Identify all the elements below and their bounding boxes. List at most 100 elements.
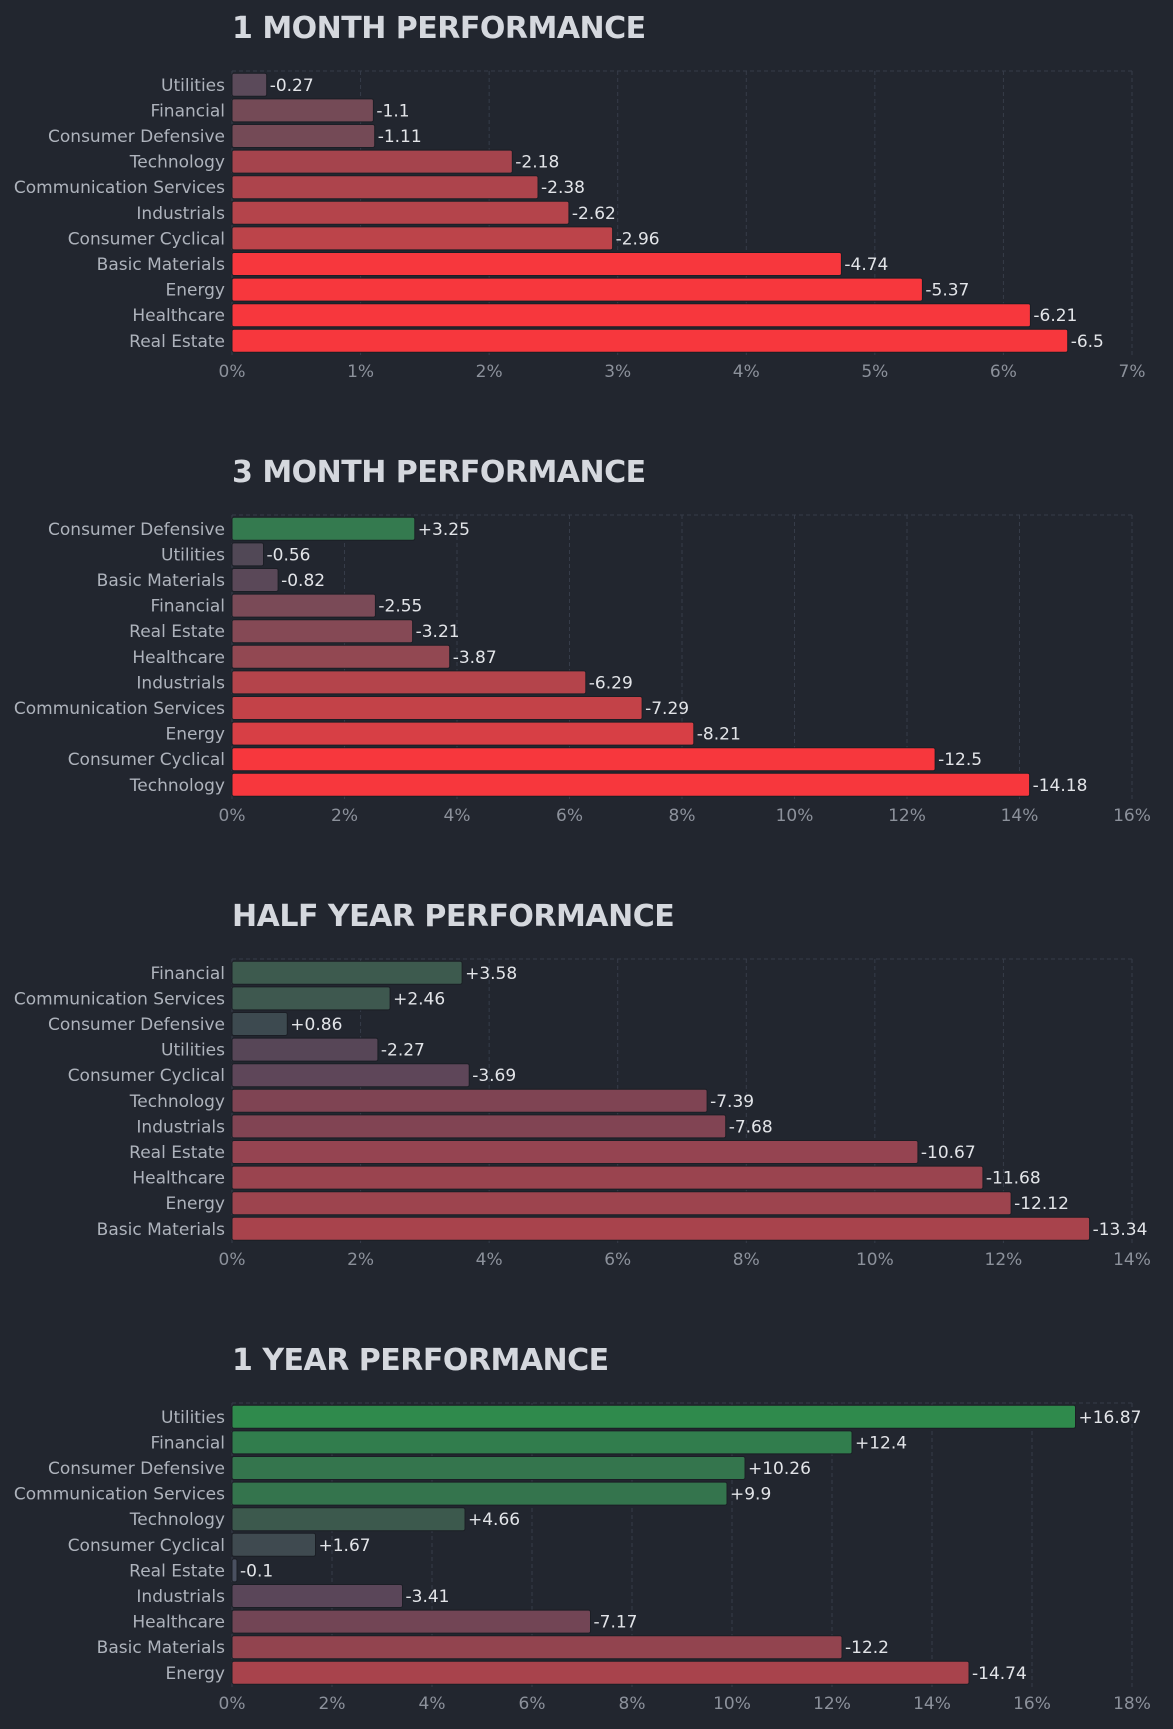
value-label: -0.27: [270, 76, 314, 96]
value-label: -1.11: [378, 127, 422, 147]
bar-consumer-cyclical: [231, 1063, 470, 1088]
category-label: Utilities: [161, 545, 225, 565]
bar-energy: [231, 1191, 1012, 1216]
chart-title-3-month: 3 MONTH PERFORMANCE: [232, 455, 646, 490]
category-label: Consumer Defensive: [48, 520, 225, 540]
x-tick-label: 8%: [669, 806, 696, 826]
x-tick-label: 4%: [733, 362, 760, 382]
chart-1-year: 0% 2% 4% 6% 8% 10% 12% 14% 16% 18% Utilities +16.87…: [14, 1402, 1151, 1714]
category-label: Energy: [165, 1194, 225, 1214]
x-tick-label: 0%: [219, 1694, 246, 1714]
value-label: +4.66: [468, 1510, 520, 1530]
category-label: Technology: [129, 1092, 225, 1112]
value-label: -12.5: [938, 750, 982, 770]
value-label: +10.26: [748, 1459, 811, 1479]
category-label: Energy: [165, 725, 225, 745]
value-label: +16.87: [1079, 1408, 1142, 1428]
x-tick-label: 16%: [1113, 806, 1151, 826]
value-label: -4.74: [844, 255, 888, 275]
category-label: Communication Services: [14, 178, 225, 198]
bar-consumer-cyclical: [231, 1532, 316, 1557]
value-label: -5.37: [925, 281, 969, 301]
bar-technology: [231, 149, 513, 174]
x-tick-label: 16%: [1013, 1694, 1051, 1714]
value-label: -7.68: [729, 1117, 773, 1137]
value-label: -2.38: [541, 178, 585, 198]
bar-healthcare: [231, 1165, 984, 1190]
value-label: -3.41: [406, 1587, 450, 1607]
value-label: -14.18: [1033, 776, 1088, 796]
category-label: Basic Materials: [97, 255, 225, 275]
category-label: Communication Services: [14, 699, 225, 719]
value-label: -0.1: [240, 1561, 273, 1581]
category-label: Healthcare: [132, 648, 225, 668]
category-label: Real Estate: [129, 332, 225, 352]
value-label: +3.25: [418, 520, 470, 540]
category-label: Technology: [129, 1510, 225, 1530]
value-label: +1.67: [319, 1536, 371, 1556]
bar-basic-materials: [231, 568, 279, 592]
x-tick-label: 5%: [861, 362, 888, 382]
category-label: Real Estate: [129, 622, 225, 642]
category-label: Financial: [151, 101, 225, 121]
category-label: Consumer Cyclical: [68, 1066, 225, 1086]
x-tick-label: 10%: [713, 1694, 751, 1714]
panel-1-year: 1 YEAR PERFORMANCE 0% 2% 4% 6% 8% 10% 12% 14% 16…: [0, 1332, 1173, 1729]
value-label: -0.56: [267, 545, 311, 565]
bar-industrials: [231, 200, 570, 225]
value-label: -8.21: [697, 725, 741, 745]
category-label: Financial: [151, 964, 225, 984]
x-tick-label: 7%: [1119, 362, 1146, 382]
bar-basic-materials: [231, 1216, 1091, 1241]
value-label: -14.74: [972, 1664, 1027, 1684]
category-label: Technology: [129, 153, 225, 173]
value-label: -1.1: [376, 101, 409, 121]
bar-real-estate: [231, 1558, 238, 1583]
chart-title-half-year: HALF YEAR PERFORMANCE: [232, 899, 675, 934]
category-label: Real Estate: [129, 1561, 225, 1581]
category-label: Financial: [151, 1433, 225, 1453]
value-label: +0.86: [290, 1015, 342, 1035]
value-label: +9.9: [730, 1485, 771, 1505]
bar-consumer-defensive: [231, 124, 376, 148]
category-label: Financial: [151, 597, 225, 617]
x-tick-label: 2%: [319, 1694, 346, 1714]
bar-energy: [231, 1660, 970, 1685]
x-tick-label: 0%: [219, 1250, 246, 1270]
x-tick-label: 8%: [733, 1250, 760, 1270]
bar-technology: [231, 772, 1031, 797]
x-tick-label: 2%: [331, 806, 358, 826]
x-tick-label: 4%: [419, 1694, 446, 1714]
bar-communication-services: [231, 175, 539, 200]
category-label: Consumer Defensive: [48, 1015, 225, 1035]
bar-industrials: [231, 1584, 403, 1608]
x-tick-label: 6%: [990, 362, 1017, 382]
bar-utilities: [231, 542, 264, 567]
bar-utilities: [231, 72, 268, 97]
x-tick-label: 12%: [813, 1694, 851, 1714]
bar-technology: [231, 1507, 466, 1532]
category-label: Energy: [165, 1664, 225, 1684]
value-label: -3.21: [416, 622, 460, 642]
category-label: Utilities: [161, 1041, 225, 1061]
value-label: +3.58: [465, 964, 517, 984]
category-label: Basic Materials: [97, 1220, 225, 1240]
x-tick-label: 6%: [556, 806, 583, 826]
value-label: -13.34: [1093, 1220, 1148, 1240]
x-tick-label: 4%: [444, 806, 471, 826]
category-label: Utilities: [161, 76, 225, 96]
bar-communication-services: [231, 696, 643, 720]
category-label: Basic Materials: [97, 571, 225, 591]
value-label: -6.29: [589, 673, 633, 693]
chart-title-1-month: 1 MONTH PERFORMANCE: [232, 11, 646, 46]
x-tick-label: 14%: [1001, 806, 1039, 826]
x-tick-label: 0%: [219, 806, 246, 826]
panel-half-year: HALF YEAR PERFORMANCE 0% 2% 4% 6% 8% 10% 12% 14…: [0, 888, 1173, 1278]
bar-consumer-cyclical: [231, 226, 614, 251]
x-tick-label: 2%: [476, 362, 503, 382]
x-tick-label: 4%: [476, 1250, 503, 1270]
x-tick-label: 14%: [913, 1694, 951, 1714]
value-label: -12.12: [1014, 1194, 1069, 1214]
bar-financial: [231, 98, 374, 123]
